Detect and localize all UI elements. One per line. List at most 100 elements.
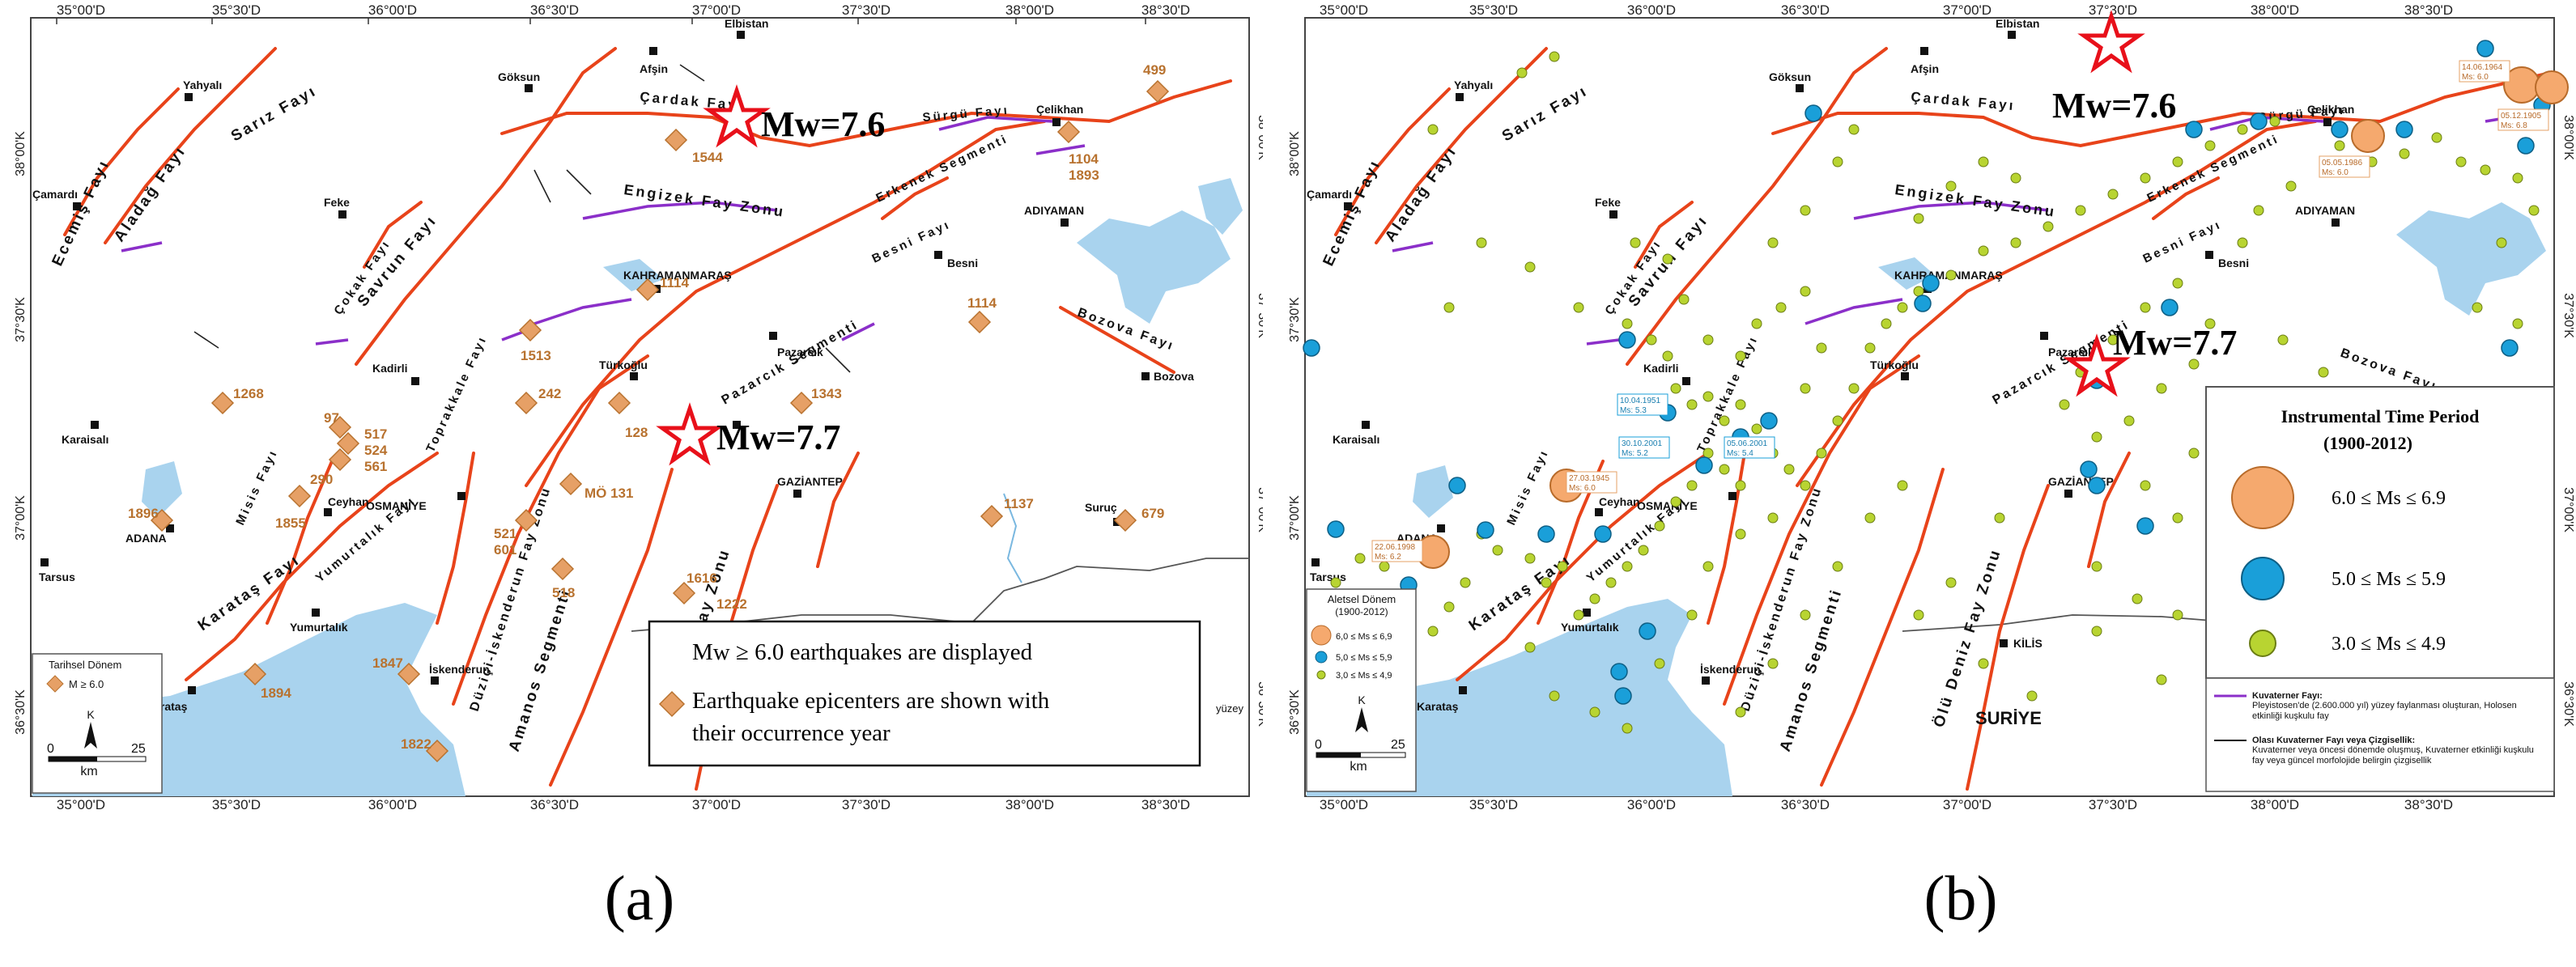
fault-sariz: [104, 47, 277, 244]
place-label: Besni: [947, 257, 978, 269]
place-label: Kadirli: [372, 362, 408, 375]
bottom-tick: 35°00'D: [1320, 797, 1368, 809]
event-mag: Ms: 5.3: [1620, 406, 1647, 415]
mw-label: Mw=7.6: [2052, 86, 2176, 125]
bottom-tick: 37°30'D: [2089, 797, 2137, 809]
top-tick: 37°30'D: [842, 2, 891, 18]
place-label: ADANA: [125, 532, 167, 545]
event-mag: Ms: 5.2: [1622, 449, 1648, 458]
place-label: GAZİANTEP: [777, 475, 843, 488]
place-label: Pazarcık: [777, 346, 823, 358]
place-label: Yumurtalık: [1561, 621, 1619, 634]
legend-item: 5,0 ≤ Ms ≤ 5,9: [1336, 653, 1392, 663]
place-label: Çamardı: [32, 188, 78, 201]
fault-cardak-surgu: [1771, 71, 2552, 148]
purple-fault: [1586, 338, 1620, 346]
reservoir: [142, 461, 182, 518]
legend-item: 3.0 ≤ Ms ≤ 4.9: [2332, 634, 2446, 655]
right-tick: 36°30'K: [1256, 681, 1263, 727]
bottom-tick: 38°30'D: [2404, 797, 2453, 809]
top-tick: 36°00'D: [1627, 2, 1676, 18]
bottom-tick: 38°00'D: [2251, 797, 2299, 809]
legend-item: 6.0 ≤ Ms ≤ 6.9: [2332, 488, 2446, 509]
epicenter-star-icon: [2063, 333, 2131, 397]
event-mag: Ms: 6.8: [2501, 121, 2527, 130]
epicenter-star-icon: [656, 402, 724, 466]
place-label: Göksun: [498, 70, 540, 83]
place-label: Çelikhan: [2307, 103, 2354, 116]
place-label: Karaisalı: [62, 433, 108, 446]
border-line: [631, 558, 1249, 632]
reservoir: [1198, 178, 1243, 235]
top-tick: 36°30'D: [1781, 2, 1830, 18]
purple-fault: [533, 298, 632, 325]
purple-fault: [1804, 298, 1903, 325]
year-label: 499: [1143, 62, 1166, 78]
year-label: 521: [494, 526, 516, 541]
year-label: 1104: [1069, 151, 1099, 167]
fault-savrun: [1626, 47, 1888, 366]
place-label: Ceyhan: [328, 495, 369, 508]
place-label: ADIYAMAN: [1024, 204, 1084, 217]
reservoir: [1413, 465, 1453, 518]
legend-small-circle: [2249, 630, 2276, 657]
year-label: 1268: [233, 386, 264, 401]
legend-item: 5.0 ≤ Ms ≤ 5.9: [2332, 569, 2446, 590]
event-mag: Ms: 6.0: [1569, 484, 1596, 493]
year-label: 1513: [521, 348, 551, 363]
bottom-tick: 37°00'D: [1943, 797, 1992, 809]
right-tick: 37°00'K: [1256, 487, 1263, 532]
north-label: K: [1358, 693, 1366, 706]
partial-legend-text: yüzey: [1216, 702, 1243, 715]
info-box: Mw ≥ 6.0 earthquakes are displayed Earth…: [648, 620, 1201, 767]
legend-title: Tarihsel Dönem: [49, 659, 121, 671]
legend-large: Instrumental Time Period (1900-2012) 6.0…: [2205, 386, 2555, 679]
purple-fault: [841, 322, 875, 341]
event-date: 30.10.2001: [1622, 439, 1662, 448]
legend-small: Aletsel Dönem (1900-2012) 6,0 ≤ Ms ≤ 6,9…: [1306, 588, 1417, 792]
event-date: 05.06.2001: [1727, 439, 1767, 448]
place-label: Karaisalı: [1333, 433, 1379, 446]
place-label: Tarsus: [39, 570, 75, 583]
right-tick: 38°00'K: [2561, 115, 2575, 160]
year-label: 1893: [1069, 168, 1099, 183]
fault-cardak-surgu: [500, 79, 1232, 148]
event-mag: Ms: 6.0: [2322, 168, 2349, 177]
reservoir: [2396, 202, 2546, 316]
top-tick: 37°00'D: [1943, 2, 1992, 18]
fault-cokak: [1634, 201, 1694, 269]
place-label: Bozova: [1154, 370, 1194, 383]
place-label: Kadirli: [1643, 362, 1679, 375]
epicenter-star-icon: [2077, 10, 2145, 74]
fault-savrun: [355, 47, 617, 366]
year-label: 1544: [692, 150, 723, 165]
fault-east: [2087, 452, 2131, 568]
fault-toprakkale: [436, 452, 475, 625]
event-mag: Ms: 6.0: [2462, 73, 2489, 82]
left-tick: 37°30'K: [1288, 297, 1302, 342]
fault-misis: [266, 460, 334, 625]
fault-cokak: [363, 201, 423, 269]
top-tick: 38°00'D: [2251, 2, 2299, 18]
legend-item: M ≥ 6.0: [69, 678, 104, 690]
event-date: 14.06.1964: [2462, 63, 2502, 72]
fault-karatas: [185, 452, 439, 681]
legend-item: 3,0 ≤ Ms ≤ 4,9: [1336, 671, 1392, 681]
place-label: İskenderun: [429, 663, 490, 676]
fault-olu-deniz: [1966, 484, 2050, 791]
place-label: KİLİS: [2013, 637, 2043, 650]
scale-zero: 0: [1315, 738, 1322, 752]
fault-type-label: Olası Kuvaterner Fayı veya Çizgisellik:: [2252, 736, 2415, 745]
place-label: SURİYE: [1975, 708, 2042, 728]
bottom-tick: 38°00'D: [1005, 797, 1054, 809]
place-label: OSMANİYE: [366, 499, 427, 512]
fault-pazarcik-erkenek: [1796, 120, 2317, 487]
place-label: KAHRAMANMARAŞ: [623, 269, 732, 282]
top-tick: 35°30'D: [1469, 2, 1518, 18]
top-tick: 38°30'D: [2404, 2, 2453, 18]
place-label: Çelikhan: [1036, 103, 1083, 116]
top-tick: 38°00'D: [1005, 2, 1054, 18]
fault-karatas: [1456, 452, 1710, 681]
place-label: Yahyalı: [183, 78, 222, 91]
place-label: Yumurtalık: [290, 621, 348, 634]
